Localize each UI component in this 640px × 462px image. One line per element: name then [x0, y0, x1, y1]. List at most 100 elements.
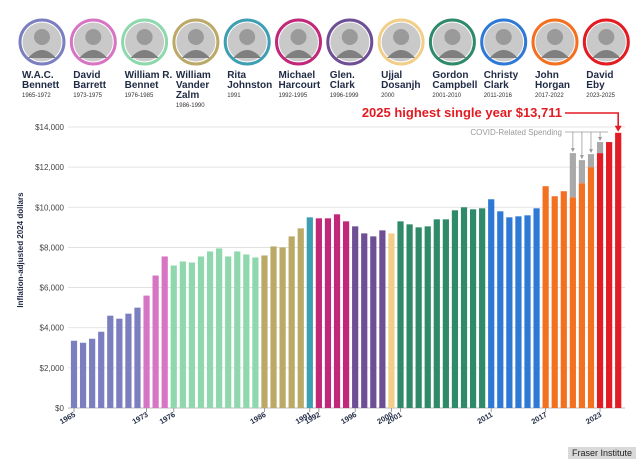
bar-2017: [542, 186, 549, 408]
bar-2023: [596, 153, 604, 408]
bar-1998: [370, 236, 377, 408]
highlight-arrowhead: [614, 125, 622, 132]
premier-name: William R.: [125, 70, 173, 81]
covid-bar-2020: [569, 153, 576, 198]
portrait-head-icon: [547, 29, 563, 45]
bar-1974: [152, 275, 159, 408]
bar-1980: [206, 251, 214, 408]
bar-1972: [134, 307, 141, 408]
bar-2011: [488, 199, 495, 408]
portrait-head-icon: [136, 29, 153, 45]
premier-name: Campbell: [432, 80, 477, 91]
portrait-shoulders-icon: [284, 50, 313, 58]
y-tick-label: $10,000: [35, 203, 64, 212]
bar-1966: [79, 342, 87, 408]
premier-name: Dosanjh: [381, 80, 420, 91]
x-tick-label: 2017: [530, 410, 549, 426]
premier-years: 1986-1990: [176, 103, 205, 109]
covid-bar-2021: [578, 160, 586, 184]
x-tick-label: 1996: [339, 410, 358, 426]
bar-2007: [451, 210, 459, 408]
x-tick-label: 1976: [158, 410, 177, 426]
portrait-shoulders-icon: [335, 50, 364, 58]
y-tick-label: $2,000: [40, 364, 65, 373]
portrait-head-icon: [444, 29, 461, 45]
bar-2002: [406, 224, 413, 408]
premier-name: William: [176, 70, 211, 81]
premier-name: W.A.C.: [22, 70, 54, 81]
bar-2015: [524, 215, 531, 408]
bar-1989: [288, 236, 295, 408]
bar-2010: [479, 208, 486, 408]
bar-1978: [188, 262, 196, 408]
portrait-shoulders-icon: [130, 50, 159, 58]
bar-1982: [225, 256, 232, 408]
bar-1992: [315, 218, 322, 408]
bar-2022: [587, 167, 595, 408]
premier-name: Horgan: [535, 80, 570, 91]
premier-name: Johnston: [227, 80, 272, 91]
premier-name: Clark: [484, 80, 509, 91]
premier-name: Vander: [176, 80, 209, 91]
bar-1979: [197, 256, 205, 408]
bar-1967: [89, 338, 96, 408]
bar-2000: [388, 233, 395, 408]
bar-2013: [506, 217, 513, 408]
premier-name: Gordon: [432, 70, 468, 81]
bar-1970: [116, 318, 123, 408]
x-tick-label: 1973: [131, 410, 150, 426]
premier-years: 1973-1975: [73, 93, 102, 99]
portrait-head-icon: [598, 29, 615, 45]
bar-2020: [569, 197, 576, 408]
premier-name: Harcourt: [279, 80, 321, 91]
bar-1981: [216, 248, 223, 408]
bar-2014: [515, 216, 522, 408]
bar-2019: [560, 191, 567, 408]
bar-1999: [379, 230, 386, 408]
bar-1965: [70, 340, 78, 408]
premier-years: 2023-2025: [586, 93, 615, 99]
portrait-head-icon: [290, 29, 307, 45]
bar-2005: [433, 219, 440, 408]
premier-name: Rita: [227, 70, 246, 81]
y-tick-label: $4,000: [40, 324, 65, 333]
covid-bar-2022: [587, 154, 595, 168]
bar-1990: [297, 228, 304, 408]
portrait-shoulders-icon: [438, 50, 467, 58]
bar-2021: [578, 183, 586, 408]
premier-years: 1976-1985: [125, 93, 154, 99]
bar-1995: [343, 221, 350, 408]
bar-1986: [261, 255, 268, 408]
bar-1971: [125, 313, 132, 408]
covid-pointer-head: [570, 148, 575, 153]
x-tick-label: 2023: [584, 410, 603, 426]
bar-1975: [161, 256, 168, 408]
premier-years: 2001-2010: [432, 93, 461, 99]
bar-1968: [98, 331, 105, 408]
y-tick-label: $6,000: [40, 284, 65, 293]
premier-2: William R.Bennet 1976-1985: [121, 18, 173, 99]
premier-years: 2017-2022: [535, 93, 564, 99]
premier-name: Zalm: [176, 90, 199, 101]
portrait-head-icon: [187, 29, 204, 45]
covid-bar-2023: [596, 142, 604, 154]
premier-name: Bennet: [125, 80, 160, 91]
bar-2006: [442, 219, 449, 408]
portrait-shoulders-icon: [541, 50, 569, 58]
bar-2012: [497, 211, 504, 408]
premier-name: Bennett: [22, 80, 60, 91]
premier-name: Barrett: [73, 80, 106, 91]
y-tick-label: $8,000: [40, 243, 65, 252]
premier-name: Ujjal: [381, 70, 402, 81]
portrait-shoulders-icon: [233, 50, 262, 58]
y-axis-label: Inflation-adjusted 2024 dollars: [16, 192, 25, 308]
bar-2001: [397, 221, 404, 408]
premier-years: 2000: [381, 93, 395, 99]
